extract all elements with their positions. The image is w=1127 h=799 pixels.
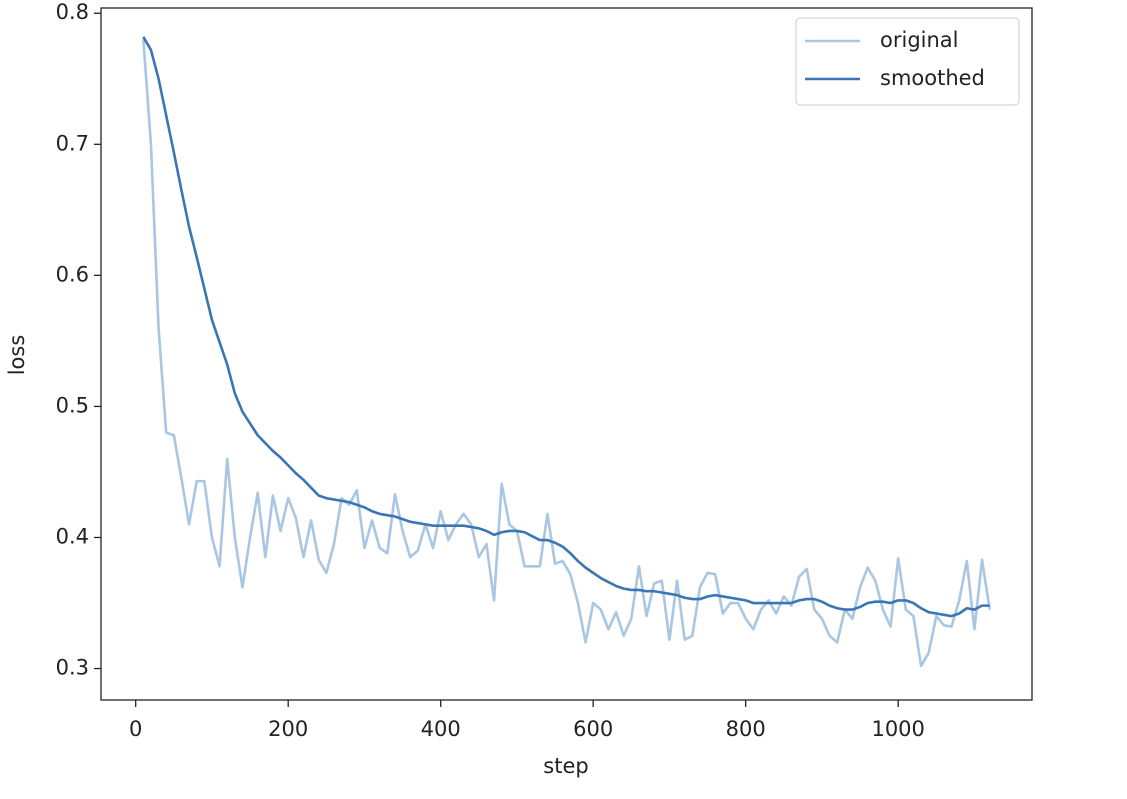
y-tick-label: 0.7	[56, 131, 89, 155]
series-line	[142, 39, 991, 668]
y-tick-label: 0.8	[56, 0, 89, 24]
plot-frame	[100, 7, 1033, 701]
legend-label: original	[880, 28, 959, 52]
y-tick-label: 0.4	[56, 524, 89, 548]
x-axis-label: step	[543, 754, 588, 778]
y-axis-label: loss	[5, 335, 29, 376]
series-line	[142, 36, 990, 618]
x-tick-label: 400	[421, 717, 461, 741]
y-tick-label: 0.3	[56, 656, 89, 680]
y-tick-label: 0.5	[56, 393, 89, 417]
y-tick-label: 0.6	[56, 262, 89, 286]
legend-label: smoothed	[880, 66, 985, 90]
x-tick-label: 1000	[871, 717, 924, 741]
x-tick-label: 600	[573, 717, 613, 741]
x-tick-label: 800	[726, 717, 766, 741]
x-tick-label: 200	[268, 717, 308, 741]
x-tick-label: 0	[129, 717, 142, 741]
